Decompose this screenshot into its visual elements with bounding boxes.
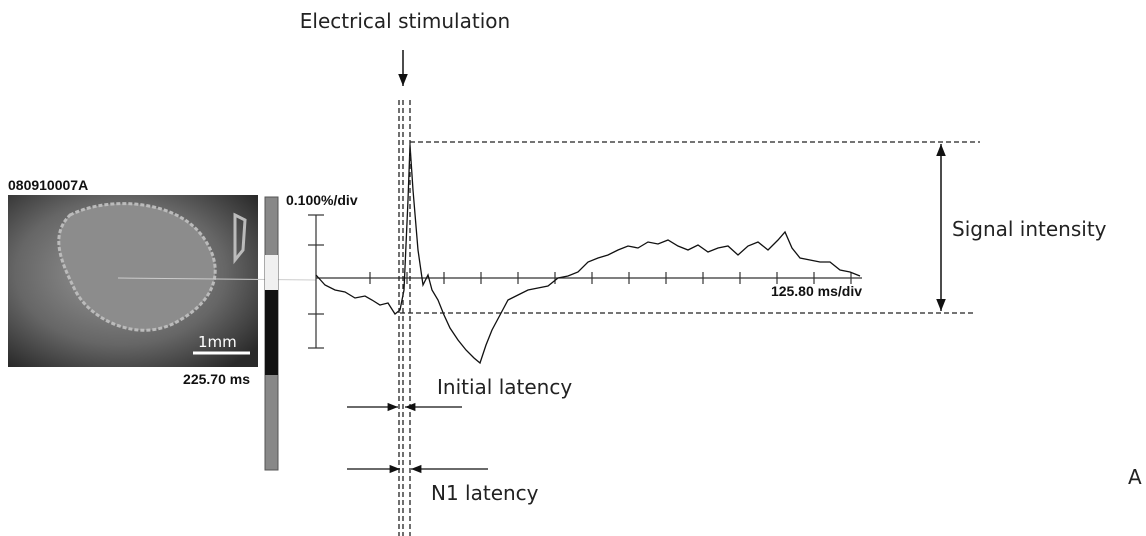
initial-latency-label: Initial latency (437, 375, 572, 399)
panel-label: A (1128, 465, 1142, 489)
n1-latency-label: N1 latency (431, 481, 539, 505)
time-ticks (369, 272, 852, 284)
activation-region (57, 202, 217, 332)
x-scale: 125.80 ms/div (771, 283, 862, 299)
y-scale-bar (308, 214, 324, 349)
scale-bar-label: 1mm (198, 333, 237, 351)
y-scale: 0.100%/div (286, 192, 358, 208)
signal-trace (315, 144, 861, 365)
color-bar-segment (265, 255, 278, 290)
frame-time: 225.70 ms (183, 371, 250, 387)
pixel-line (117, 277, 317, 281)
stimulus-label: Electrical stimulation (300, 9, 510, 33)
color-bar-segment (265, 290, 278, 375)
image-id: 080910007A (8, 177, 88, 193)
activation-region (233, 212, 247, 265)
signal-intensity-label: Signal intensity (952, 217, 1107, 241)
